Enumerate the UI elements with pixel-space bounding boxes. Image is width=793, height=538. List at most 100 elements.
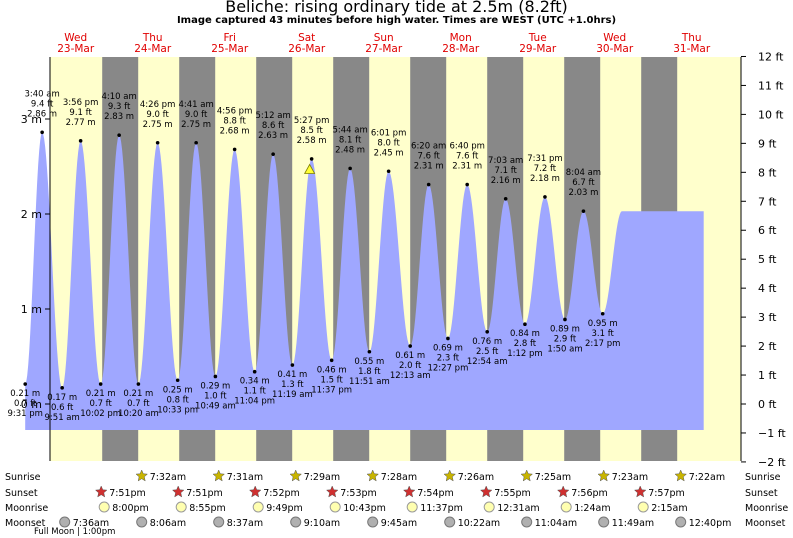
sunrise-time: 7:22am bbox=[689, 472, 725, 483]
low-tide-m: 0.69 m bbox=[433, 343, 463, 353]
right-tick-label: 11 ft bbox=[758, 79, 784, 92]
high-tide-point bbox=[348, 166, 352, 171]
sunset-icon bbox=[171, 485, 185, 498]
moonrise-icon bbox=[483, 501, 495, 513]
right-tick-label: 10 ft bbox=[758, 108, 784, 121]
moonset-time: 11:49am bbox=[612, 518, 654, 529]
low-tide-time: 1:12 pm bbox=[507, 349, 542, 359]
sunrise-time: 7:26am bbox=[458, 472, 494, 483]
high-tide-ft: 8.5 ft bbox=[300, 126, 323, 136]
sunrise-time: 7:23am bbox=[612, 472, 648, 483]
high-tide-time: 6:40 pm bbox=[449, 142, 484, 152]
right-tick-label: −1 ft bbox=[758, 427, 786, 440]
moonset-label-right: Moonset bbox=[745, 518, 786, 529]
high-tide-point bbox=[386, 169, 391, 174]
low-tide-ft: 1.3 ft bbox=[281, 380, 304, 390]
left-tick-label: 1 m bbox=[21, 303, 42, 316]
high-tide-point bbox=[155, 140, 160, 145]
sunrise-time: 7:32am bbox=[150, 472, 186, 483]
sunrise-icon bbox=[443, 469, 457, 482]
low-tide-m: 0.29 m bbox=[200, 381, 230, 391]
right-tick-label: 8 ft bbox=[758, 166, 777, 179]
low-tide-ft: 2.0 ft bbox=[399, 361, 422, 371]
low-tide-point bbox=[485, 330, 490, 334]
sunrise-icon bbox=[212, 469, 226, 482]
moonset-label-left: Moonset bbox=[5, 518, 46, 529]
high-tide-ft: 9.1 ft bbox=[69, 108, 92, 118]
sunset-icon bbox=[325, 485, 339, 498]
low-tide-point bbox=[213, 374, 218, 379]
low-tide-m: 0.95 m bbox=[588, 319, 618, 329]
moonrise-label-left: Moonrise bbox=[5, 503, 48, 514]
high-tide-time: 4:26 pm bbox=[140, 100, 175, 110]
sunset-icon bbox=[479, 485, 493, 498]
sunset-icon bbox=[248, 485, 262, 498]
low-tide-ft: 1.8 ft bbox=[358, 367, 381, 377]
high-tide-m: 2.18 m bbox=[530, 174, 560, 184]
low-tide-time: 1:50 am bbox=[547, 344, 582, 354]
astro-table: Sunrise Sunrise Sunset Sunset Moonrise Moonri… bbox=[5, 469, 788, 537]
high-tide-point bbox=[426, 182, 431, 187]
low-tide-time: 9:31 pm bbox=[7, 409, 42, 419]
sunrise-icon bbox=[520, 469, 534, 482]
day-date: 29-Mar bbox=[519, 43, 557, 55]
moonrise-icon bbox=[637, 501, 649, 513]
sunset-time: 7:51pm bbox=[109, 488, 146, 499]
moonset-icon bbox=[136, 516, 148, 528]
high-tide-ft: 9.3 ft bbox=[108, 102, 131, 112]
high-tide-ft: 8.0 ft bbox=[377, 138, 400, 148]
sunrise-icon bbox=[674, 469, 688, 482]
chart-title: Beliche: rising ordinary tide at 2.5m (8… bbox=[225, 0, 568, 16]
moonset-time: 9:10am bbox=[304, 518, 340, 529]
high-tide-point bbox=[465, 182, 469, 187]
sunrise-time: 7:28am bbox=[381, 472, 417, 483]
high-tide-m: 2.31 m bbox=[452, 162, 482, 172]
day-date: 25-Mar bbox=[211, 43, 249, 55]
low-tide-ft: 1.1 ft bbox=[243, 387, 266, 397]
day-date: 23-Mar bbox=[57, 43, 95, 55]
high-tide-point bbox=[309, 157, 314, 161]
day-date: 26-Mar bbox=[288, 43, 326, 55]
low-tide-m: 0.21 m bbox=[123, 389, 153, 399]
moonrise-time: 12:31am bbox=[497, 503, 539, 514]
moonrise-icon bbox=[98, 501, 110, 513]
moonset-icon bbox=[598, 516, 610, 528]
low-tide-point bbox=[329, 358, 334, 363]
day-name: Thu bbox=[681, 32, 702, 44]
moonrise-time: 8:00pm bbox=[112, 503, 149, 514]
low-tide-ft: 0.8 ft bbox=[166, 395, 189, 405]
tide-annotations: 0.21 m0.7 ft9:31 pm3:40 am9.4 ft2.86 m0.… bbox=[7, 89, 620, 423]
high-tide-m: 2.86 m bbox=[27, 109, 57, 119]
day-name: Sun bbox=[374, 32, 394, 44]
day-name: Thu bbox=[142, 32, 163, 44]
day-name: Wed bbox=[603, 32, 626, 44]
low-tide-m: 0.61 m bbox=[395, 351, 425, 361]
moonset-icon bbox=[59, 516, 71, 528]
chart-subtitle: Image captured 43 minutes before high wa… bbox=[176, 15, 617, 26]
low-tide-ft: 2.8 ft bbox=[514, 339, 537, 349]
low-tide-time: 12:27 pm bbox=[427, 363, 468, 373]
day-name: Sat bbox=[298, 32, 315, 44]
low-tide-ft: 2.5 ft bbox=[476, 347, 499, 357]
low-tide-time: 2:17 pm bbox=[585, 339, 620, 349]
high-tide-time: 3:56 pm bbox=[63, 98, 98, 108]
low-tide-ft: 0.7 ft bbox=[127, 399, 150, 409]
day-name: Wed bbox=[64, 32, 87, 44]
high-tide-point bbox=[503, 197, 508, 201]
high-tide-time: 6:20 am bbox=[411, 142, 446, 152]
low-tide-ft: 0.6 ft bbox=[51, 403, 74, 413]
high-tide-time: 7:03 am bbox=[488, 156, 523, 166]
low-tide-ft: 0.7 ft bbox=[14, 399, 37, 409]
low-tide-time: 11:04 pm bbox=[234, 397, 275, 407]
low-tide-time: 10:20 am bbox=[118, 409, 159, 419]
tide-curve bbox=[25, 132, 704, 431]
high-tide-point bbox=[232, 147, 237, 152]
right-tick-label: −2 ft bbox=[758, 456, 786, 469]
day-date: 27-Mar bbox=[365, 43, 403, 55]
moonset-icon bbox=[367, 516, 379, 528]
right-tick-label: 4 ft bbox=[758, 282, 777, 295]
high-tide-time: 8:04 am bbox=[566, 168, 601, 178]
sunrise-time: 7:25am bbox=[535, 472, 571, 483]
day-date: 28-Mar bbox=[442, 43, 480, 55]
